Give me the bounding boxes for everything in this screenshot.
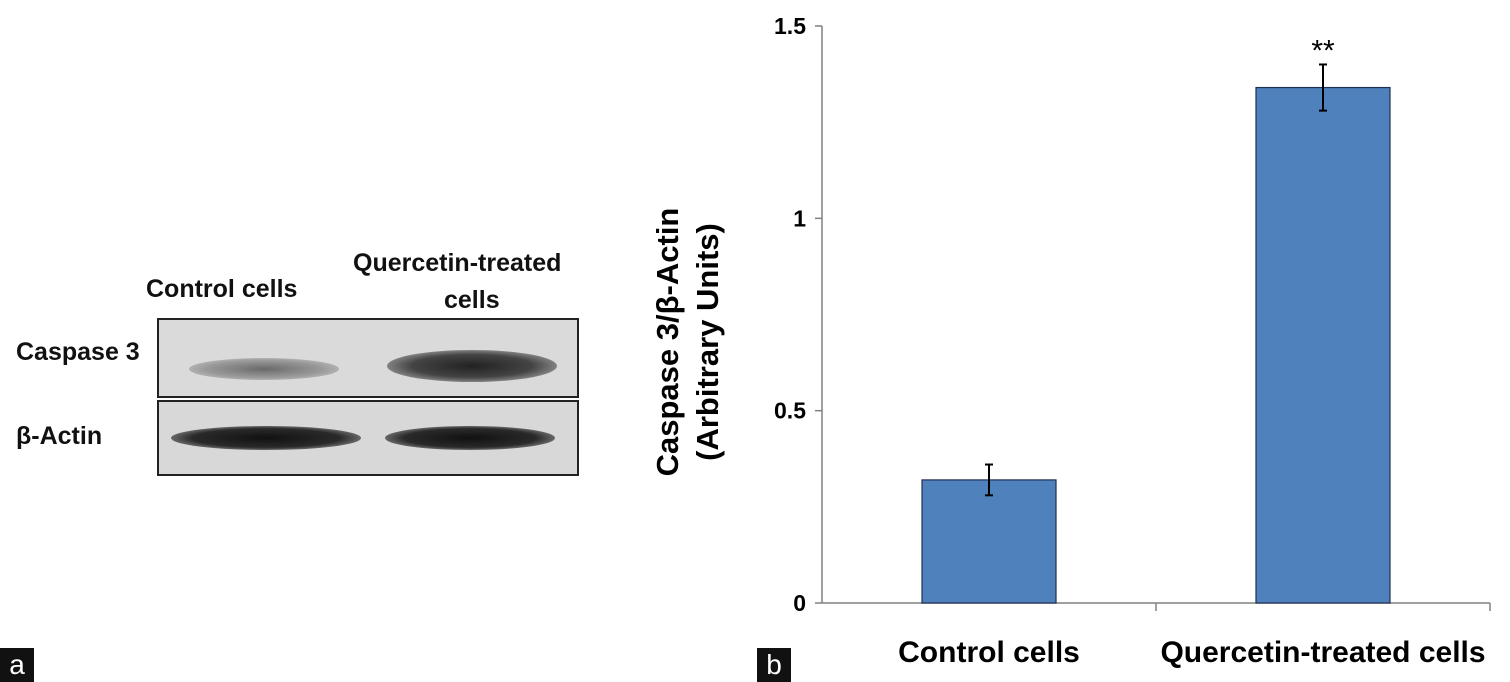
bar [921, 479, 1057, 604]
lane-label-quercetin-line2: cells [444, 286, 500, 314]
significance-marker: ** [1311, 34, 1335, 67]
blot-caspase3 [157, 318, 579, 398]
panel-b-label: b [757, 648, 791, 682]
y-tick-label: 1 [793, 205, 806, 231]
row-label-caspase3: Caspase 3 [16, 338, 140, 366]
row-label-beta-actin: β-Actin [16, 422, 103, 450]
panel-a-label: a [0, 648, 34, 682]
y-axis-label-line2: (Arbitrary Units) [690, 223, 725, 461]
blot-beta-actin [157, 400, 579, 476]
bar [1255, 86, 1391, 604]
band-caspase3-control [189, 358, 339, 380]
y-axis-label-line1: Caspase 3/β-Actin [650, 208, 685, 477]
band-actin-control [171, 426, 361, 450]
x-tick-label: Control cells [898, 636, 1080, 669]
lane-label-quercetin-line1: Quercetin-treated [353, 249, 562, 277]
y-tick-label: 1.5 [774, 13, 806, 39]
y-tick-label: 0.5 [774, 398, 806, 424]
lane-label-control: Control cells [146, 275, 298, 303]
y-tick-label: 0 [793, 590, 806, 616]
band-actin-quercetin [385, 426, 555, 450]
x-tick-label: Quercetin-treated cells [1160, 636, 1485, 669]
band-caspase3-quercetin [387, 350, 557, 382]
